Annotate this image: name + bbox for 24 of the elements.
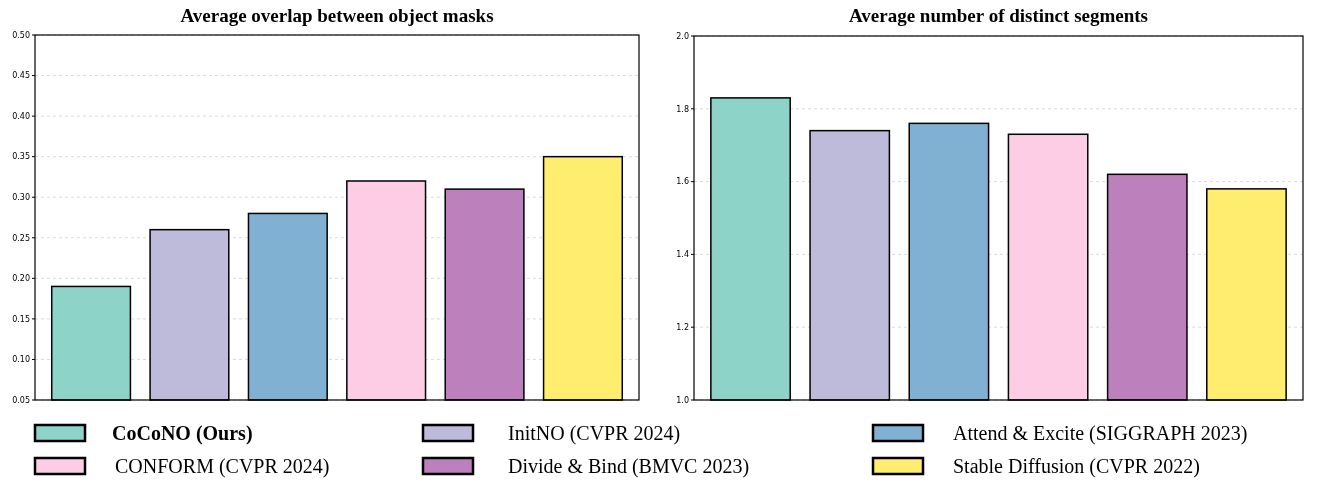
- legend-label: Divide & Bind (BMVC 2023): [508, 455, 750, 478]
- y-tick-label: 1.0: [676, 395, 689, 405]
- y-tick-label: 0.30: [12, 193, 30, 203]
- legend-label: InitNO (CVPR 2024): [508, 422, 681, 445]
- y-tick-label: 1.8: [676, 104, 689, 114]
- y-tick-label: 0.25: [12, 233, 30, 243]
- y-tick-label: 0.15: [12, 314, 30, 324]
- y-tick-label: 0.05: [12, 395, 30, 405]
- legend-label: CONFORM (CVPR 2024): [115, 455, 330, 478]
- y-tick-label: 0.20: [12, 274, 30, 284]
- y-tick-label: 1.2: [676, 323, 689, 332]
- y-tick-label: 0.45: [12, 71, 30, 81]
- y-tick-label: 1.4: [676, 250, 689, 260]
- y-tick-label: 1.6: [676, 177, 689, 187]
- y-tick-label: 0.40: [12, 111, 30, 121]
- y-tick-label: 0.35: [12, 152, 30, 162]
- y-tick-label: 0.50: [12, 30, 30, 40]
- y-tick-label: 2.0: [676, 31, 689, 41]
- legend-label: Stable Diffusion (CVPR 2022): [953, 455, 1200, 478]
- legend-label: Attend & Excite (SIGGRAPH 2023): [953, 422, 1248, 445]
- chart-title: Average number of distinct segments: [848, 5, 1149, 26]
- chart-title: Average overlap between object masks: [180, 5, 494, 26]
- y-tick-label: 0.10: [12, 355, 30, 365]
- legend-label: CoCoNO (Ours): [112, 422, 253, 445]
